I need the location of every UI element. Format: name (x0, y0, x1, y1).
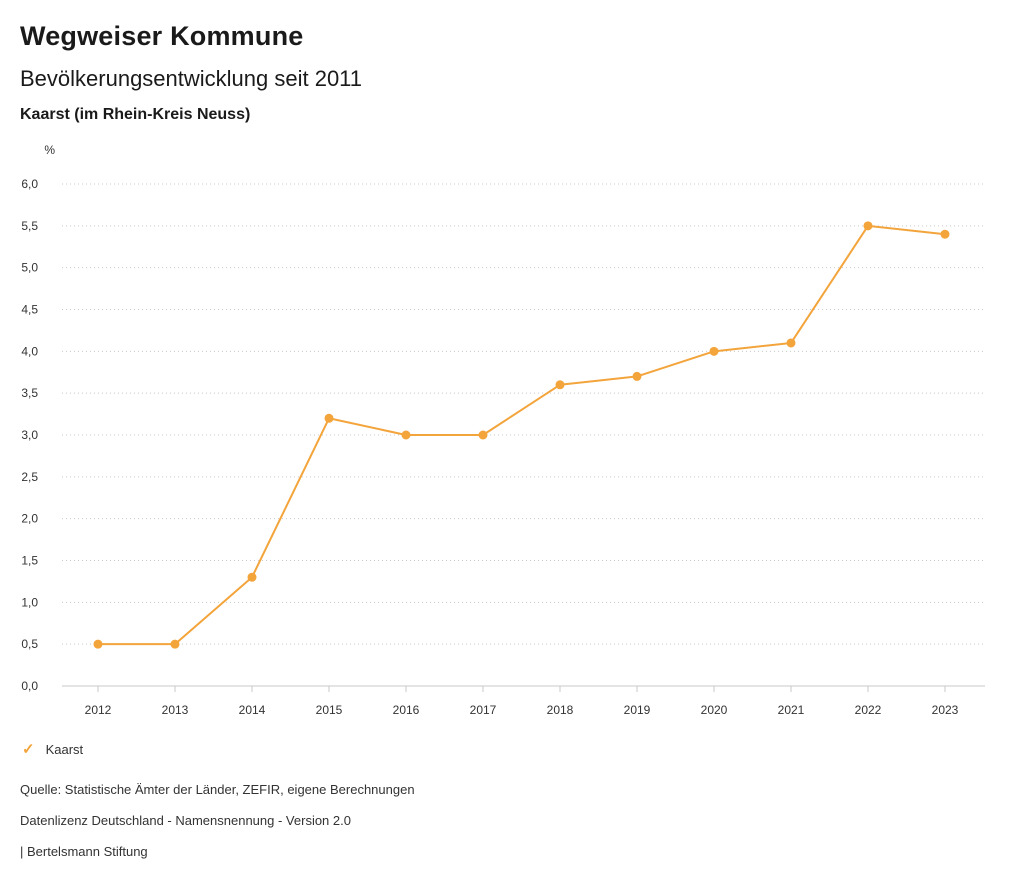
x-tick-label: 2014 (239, 703, 266, 717)
y-axis-unit-label: % (44, 143, 55, 157)
data-point[interactable] (324, 413, 334, 423)
chart-footer: Quelle: Statistische Ämter der Länder, Z… (0, 782, 1024, 860)
data-point[interactable] (478, 430, 488, 440)
legend-item-label: Kaarst (45, 742, 84, 757)
x-tick-label: 2023 (932, 703, 959, 717)
data-point[interactable] (93, 639, 103, 649)
x-tick-label: 2020 (701, 703, 728, 717)
x-tick-label: 2022 (855, 703, 882, 717)
data-point[interactable] (786, 338, 796, 348)
x-tick-label: 2021 (778, 703, 805, 717)
x-tick-label: 2019 (624, 703, 651, 717)
y-tick-label: 3,0 (21, 428, 38, 442)
app-title: Wegweiser Kommune (20, 21, 304, 51)
y-tick-label: 1,0 (21, 595, 38, 609)
y-tick-label: 2,0 (21, 512, 38, 526)
data-point[interactable] (709, 346, 719, 356)
license-text: Datenlizenz Deutschland - Namensnennung … (20, 813, 351, 828)
data-point[interactable] (170, 639, 180, 649)
x-tick-label: 2012 (85, 703, 112, 717)
source-text: Quelle: Statistische Ämter der Länder, Z… (20, 782, 415, 797)
attribution-text: | Bertelsmann Stiftung (20, 844, 148, 859)
y-tick-label: 4,5 (21, 303, 38, 317)
y-tick-label: 1,5 (21, 554, 38, 568)
series-line (97, 224, 946, 646)
data-point[interactable] (863, 221, 873, 231)
region-subtitle: Kaarst (im Rhein-Kreis Neuss) (20, 106, 251, 123)
data-point[interactable] (940, 229, 950, 239)
y-tick-label: 6,0 (21, 177, 38, 191)
x-tick-label: 2017 (470, 703, 497, 717)
y-tick-label: 0,0 (21, 679, 38, 693)
y-tick-label: 3,5 (21, 386, 38, 400)
x-tick-label: 2013 (162, 703, 189, 717)
y-tick-label: 4,0 (21, 344, 38, 358)
chart-header: Wegweiser Kommune Bevölkerungsentwicklun… (0, 0, 1024, 124)
chart-title: Bevölkerungsentwicklung seit 2011 (20, 66, 363, 91)
legend-item-kaarst[interactable]: ✓ Kaarst (22, 740, 1024, 760)
y-tick-label: 2,5 (21, 470, 38, 484)
x-tick-label: 2018 (547, 703, 574, 717)
data-point[interactable] (632, 371, 642, 381)
check-icon: ✓ (22, 741, 35, 758)
data-point[interactable] (555, 380, 565, 390)
data-point[interactable] (247, 572, 257, 582)
y-tick-label: 0,5 (21, 637, 38, 651)
population-line-chart: % 0,0 0,5 1,0 1,5 2,0 2,5 3,0 3,5 4,0 4,5 5,0 5,5 6,0… (21, 143, 985, 717)
y-tick-label: 5,0 (21, 261, 38, 275)
y-tick-label: 5,5 (21, 219, 38, 233)
data-point[interactable] (401, 430, 411, 440)
x-tick-label: 2016 (393, 703, 420, 717)
x-tick-label: 2015 (316, 703, 343, 717)
